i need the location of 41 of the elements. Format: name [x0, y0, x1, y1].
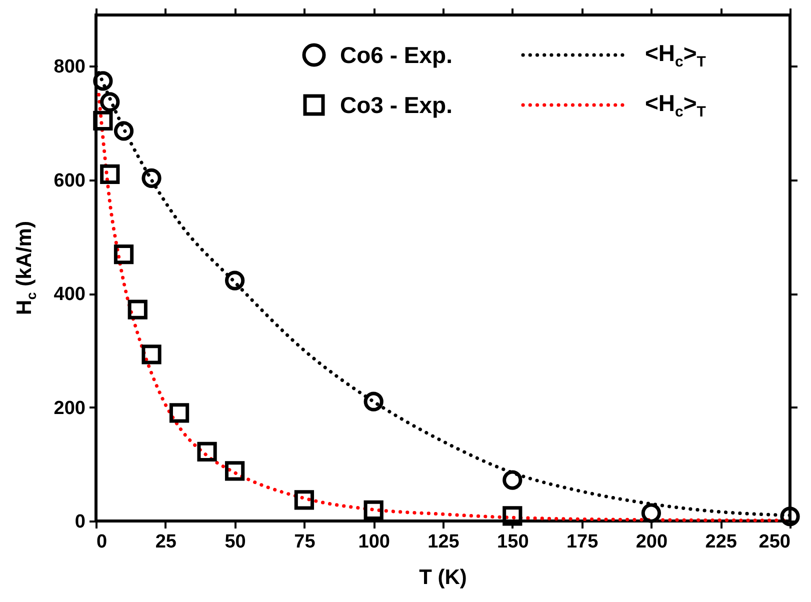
point — [780, 506, 800, 526]
point — [197, 442, 217, 462]
point — [128, 300, 148, 320]
legend-label: <H$_{c}$>$_{T}$ — [645, 90, 706, 120]
y-tick-label: 200 — [54, 398, 86, 419]
point — [93, 71, 113, 91]
point — [114, 244, 134, 264]
point — [502, 506, 522, 526]
legend-label: Co6 - Exp. — [340, 42, 454, 68]
x-tick-label: 175 — [566, 532, 599, 552]
point — [364, 500, 384, 520]
x-tick-label: 50 — [224, 532, 246, 552]
legend-label: Co3 - Exp. — [340, 92, 454, 118]
point — [364, 392, 384, 412]
x-tick-label: 125 — [428, 532, 460, 552]
x-tick-label: 225 — [705, 532, 738, 552]
y-tick-label: 800 — [54, 56, 86, 78]
y-tick-label: 400 — [54, 284, 86, 306]
point — [224, 270, 245, 290]
point — [93, 110, 113, 131]
y-tick-label: 0 — [74, 512, 86, 532]
x-tick-label: 100 — [358, 532, 390, 552]
point — [224, 461, 245, 481]
x-tick-label: 200 — [636, 532, 668, 552]
x-tick-label: 0 — [96, 532, 108, 552]
x-tick-label: 25 — [155, 532, 177, 552]
point — [294, 490, 314, 510]
point — [641, 503, 662, 523]
x-axis-title: T (K) — [418, 566, 468, 590]
point — [114, 121, 134, 141]
legend-label: <H$_{c}$>$_{T}$ — [645, 40, 706, 70]
point — [169, 403, 190, 423]
x-tick-label: 75 — [294, 532, 316, 552]
y-tick-label: 600 — [54, 170, 86, 192]
point — [142, 344, 162, 364]
point — [502, 470, 522, 490]
x-tick-label: 250 — [758, 532, 790, 552]
point — [100, 92, 120, 112]
x-tick-label: 150 — [497, 532, 529, 552]
point — [100, 164, 120, 184]
point — [142, 168, 162, 188]
